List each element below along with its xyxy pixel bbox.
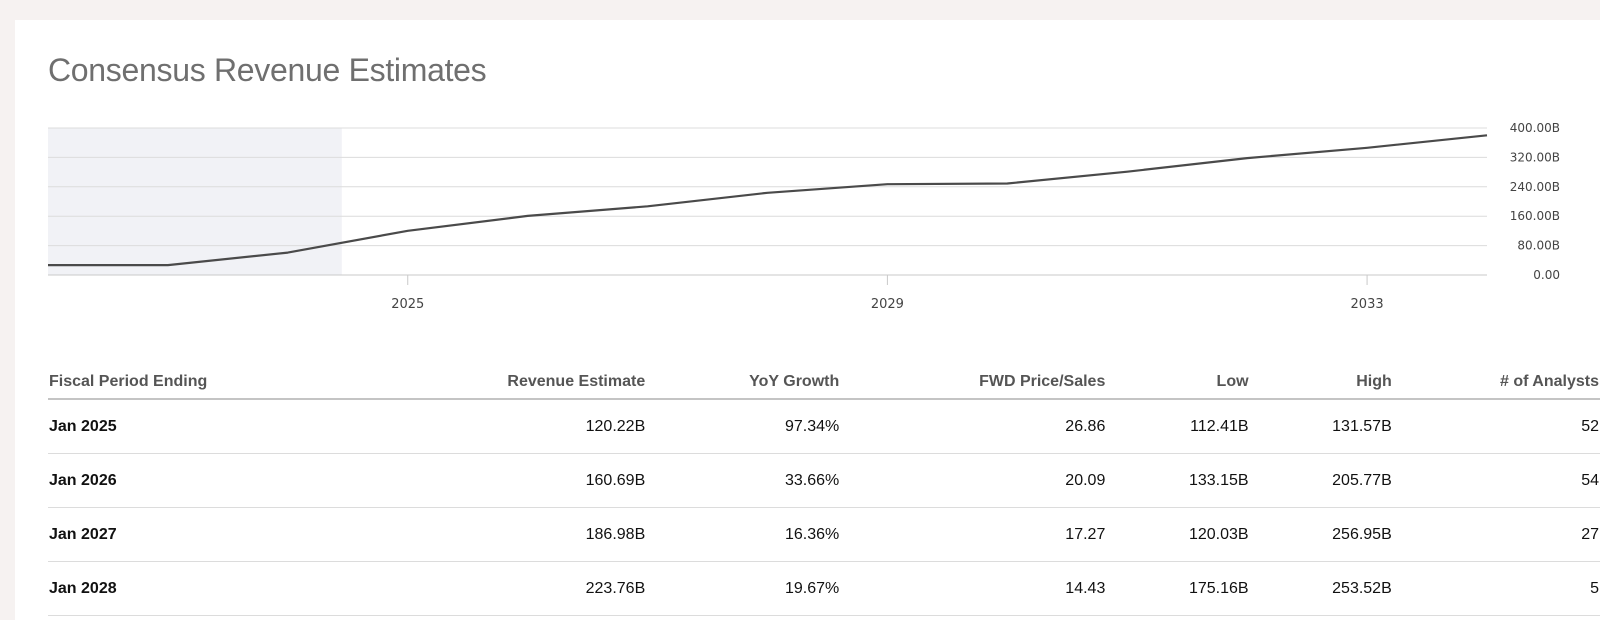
header-revenue-estimate[interactable]: Revenue Estimate — [349, 366, 647, 400]
y-tick-label: 80.00B — [1517, 239, 1560, 253]
x-tick-label: 2029 — [871, 297, 904, 312]
cell-revenue-estimate: 186.98B — [349, 507, 647, 562]
table-row: Jan 2026 160.69B 33.66% 20.09 133.15B 20… — [48, 453, 1600, 508]
cell-fwd-price-sales: 14.43 — [840, 561, 1107, 616]
cell-fwd-price-sales: 26.86 — [840, 399, 1107, 454]
cell-fiscal-period: Jan 2025 — [48, 399, 350, 454]
historical-shaded-region — [48, 128, 342, 275]
cell-fwd-price-sales: 17.27 — [840, 507, 1107, 562]
cell-low: 120.03B — [1106, 507, 1250, 562]
cell-low: 133.15B — [1106, 453, 1250, 508]
cell-low: 112.41B — [1106, 399, 1250, 454]
x-tick-label: 2033 — [1351, 297, 1384, 312]
cell-revenue-estimate: 160.69B — [349, 453, 647, 508]
cell-num-analysts: 52 — [1392, 399, 1600, 454]
cell-num-analysts: 27 — [1392, 507, 1600, 562]
y-tick-label: 160.00B — [1510, 209, 1560, 223]
x-tick-label: 2025 — [391, 297, 424, 312]
header-low[interactable]: Low — [1106, 366, 1250, 400]
header-fiscal-period[interactable]: Fiscal Period Ending — [48, 366, 350, 400]
revenue-line-chart: 2025 2029 2033 0.00 80.00B 160.00B 240.00B 320… — [47, 121, 1560, 312]
table-row: Jan 2027 186.98B 16.36% 17.27 120.03B 25… — [48, 507, 1600, 562]
cell-fiscal-period: Jan 2028 — [48, 561, 350, 616]
cell-high: 131.57B — [1249, 399, 1393, 454]
cell-low: 175.16B — [1106, 561, 1250, 616]
y-tick-label: 0.00 — [1533, 268, 1560, 282]
cell-yoy-growth: 19.67% — [646, 561, 841, 616]
page-title: Consensus Revenue Estimates — [48, 52, 487, 88]
y-tick-label: 240.00B — [1510, 180, 1560, 194]
header-high[interactable]: High — [1249, 366, 1393, 400]
cell-yoy-growth: 16.36% — [646, 507, 841, 562]
revenue-series-line — [48, 134, 1488, 267]
header-yoy-growth[interactable]: YoY Growth — [646, 366, 841, 400]
cell-yoy-growth: 33.66% — [646, 453, 841, 508]
cell-high: 205.77B — [1249, 453, 1393, 508]
table-row: Jan 2028 223.76B 19.67% 14.43 175.16B 25… — [48, 561, 1600, 616]
header-num-analysts[interactable]: # of Analysts — [1392, 366, 1600, 400]
cell-high: 256.95B — [1249, 507, 1393, 562]
table-row: Jan 2025 120.22B 97.34% 26.86 112.41B 13… — [48, 399, 1600, 454]
cell-fwd-price-sales: 20.09 — [840, 453, 1107, 508]
header-fwd-price-sales[interactable]: FWD Price/Sales — [840, 366, 1107, 400]
cell-fiscal-period: Jan 2027 — [48, 507, 350, 562]
cell-high: 253.52B — [1249, 561, 1393, 616]
revenue-estimates-card: Consensus Revenue Estimates 2025 2029 2033… — [15, 20, 1600, 620]
y-tick-label: 320.00B — [1510, 150, 1560, 164]
cell-revenue-estimate: 120.22B — [349, 399, 647, 454]
table-header-row: Fiscal Period Ending Revenue Estimate Yo… — [48, 366, 1600, 400]
cell-num-analysts: 54 — [1392, 453, 1600, 508]
cell-revenue-estimate: 223.76B — [349, 561, 647, 616]
cell-fiscal-period: Jan 2026 — [48, 453, 350, 508]
cell-yoy-growth: 97.34% — [646, 399, 841, 454]
cell-num-analysts: 5 — [1392, 561, 1600, 616]
y-tick-label: 400.00B — [1510, 121, 1560, 135]
estimates-table: Fiscal Period Ending Revenue Estimate Yo… — [48, 366, 1600, 616]
